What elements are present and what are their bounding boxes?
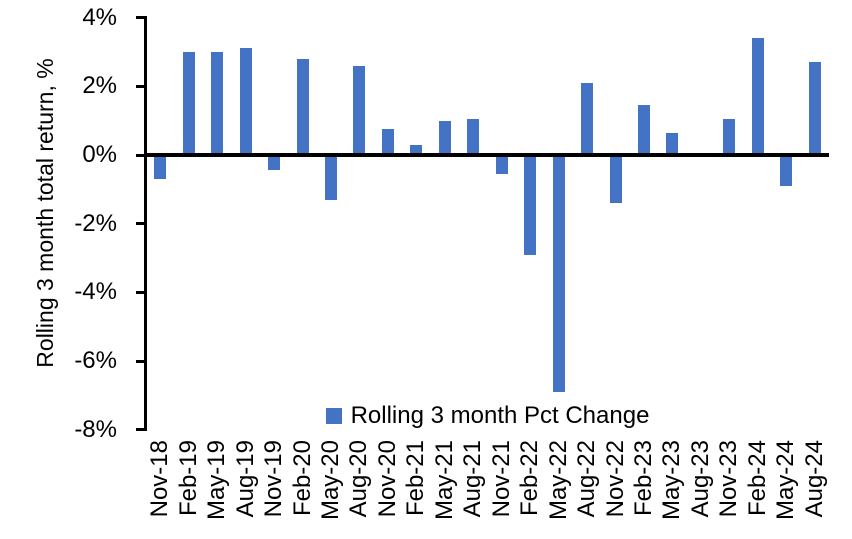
y-tick-label: -6% — [74, 347, 117, 375]
x-tick-label: Nov-23 — [715, 440, 743, 518]
y-tick-label: 4% — [82, 3, 117, 31]
x-tick-label: Aug-21 — [459, 440, 487, 518]
bar — [410, 144, 423, 155]
bar — [552, 155, 565, 393]
x-tick-label: Aug-23 — [686, 440, 714, 518]
bar — [381, 129, 394, 155]
x-tick-label: Feb-20 — [288, 440, 316, 517]
y-tick-mark — [136, 428, 146, 432]
x-tick-label: Aug-24 — [800, 440, 828, 518]
x-tick-label: Nov-20 — [373, 440, 401, 518]
bar — [666, 132, 679, 155]
x-tick-label: Feb-24 — [743, 440, 771, 517]
y-axis-line — [144, 16, 147, 431]
y-tick-label: -8% — [74, 415, 117, 443]
bar — [723, 118, 736, 155]
x-tick-label: Aug-20 — [345, 440, 373, 518]
x-tick-label: Feb-23 — [630, 440, 658, 517]
x-tick-label: Nov-21 — [487, 440, 515, 518]
x-tick-label: Feb-21 — [402, 440, 430, 517]
legend-marker-icon — [325, 408, 342, 424]
bar — [438, 120, 451, 155]
bar — [324, 155, 337, 200]
x-tick-label: May-19 — [203, 440, 231, 521]
y-tick-label: 0% — [82, 141, 117, 168]
bar — [467, 118, 480, 155]
bar — [154, 155, 167, 180]
y-tick-label: -4% — [74, 278, 117, 306]
legend-label: Rolling 3 month Pct Change — [350, 402, 650, 429]
y-tick-mark — [136, 153, 146, 157]
x-tick-label: Aug-19 — [231, 440, 259, 518]
bar — [808, 62, 821, 155]
x-tick-label: Aug-22 — [573, 440, 601, 518]
x-tick-label: May-20 — [316, 440, 344, 521]
x-axis-zero-line — [144, 153, 829, 157]
legend: Rolling 3 month Pct Change — [146, 402, 829, 430]
y-tick-mark — [136, 290, 146, 294]
bar — [211, 51, 224, 155]
bar — [353, 65, 366, 155]
bar — [751, 38, 764, 155]
y-tick-label: 2% — [82, 72, 117, 100]
bar — [524, 155, 537, 255]
bar — [296, 58, 309, 155]
bar — [182, 51, 195, 155]
bar — [638, 105, 651, 155]
x-tick-label: May-21 — [430, 440, 458, 521]
x-tick-label: May-24 — [772, 440, 800, 521]
bar — [239, 48, 252, 155]
y-tick-mark — [136, 359, 146, 363]
y-tick-label: -2% — [74, 209, 117, 237]
x-tick-label: Nov-18 — [146, 440, 174, 518]
bar — [581, 82, 594, 155]
y-tick-mark — [136, 222, 146, 226]
bar — [609, 155, 622, 204]
x-tick-label: Feb-19 — [174, 440, 202, 517]
x-tick-label: May-23 — [658, 440, 686, 521]
x-tick-label: Feb-22 — [516, 440, 544, 517]
x-tick-label: Nov-22 — [601, 440, 629, 518]
bar — [780, 155, 793, 186]
y-tick-mark — [136, 16, 146, 20]
x-tick-label: Nov-19 — [260, 440, 288, 518]
bar — [268, 155, 281, 171]
y-tick-mark — [136, 84, 146, 88]
x-tick-label: May-22 — [544, 440, 572, 521]
bar — [495, 155, 508, 174]
